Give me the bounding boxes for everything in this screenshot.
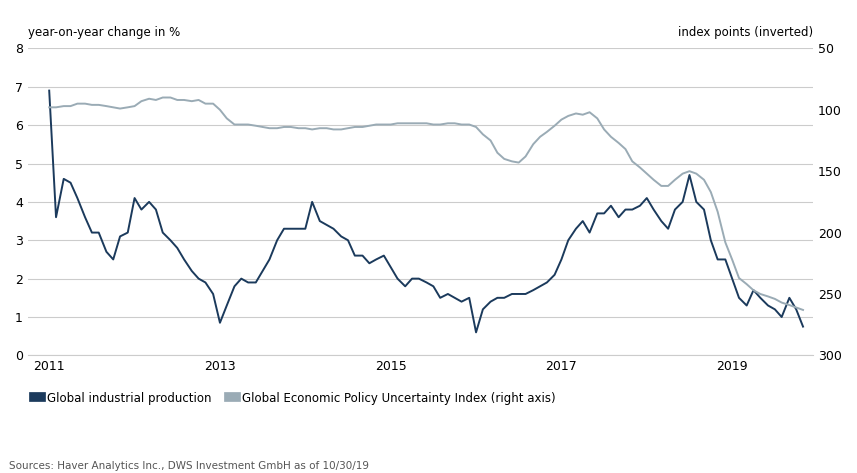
Text: year-on-year change in %: year-on-year change in % — [28, 26, 180, 39]
Text: Sources: Haver Analytics Inc., DWS Investment GmbH as of 10/30/19: Sources: Haver Analytics Inc., DWS Inves… — [9, 461, 369, 471]
Text: index points (inverted): index points (inverted) — [678, 26, 813, 39]
Legend: Global industrial production, Global Economic Policy Uncertainty Index (right ax: Global industrial production, Global Eco… — [33, 392, 555, 405]
